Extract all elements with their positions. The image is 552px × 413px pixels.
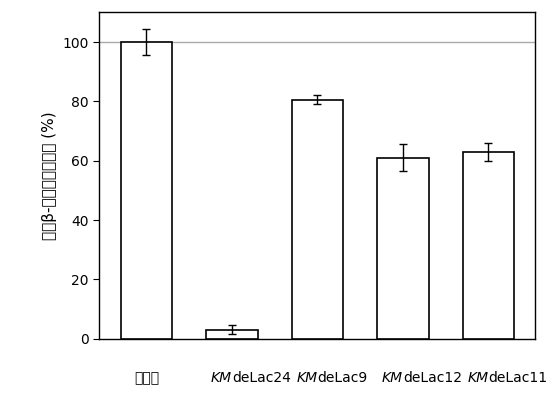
- Text: 野生菌: 野生菌: [134, 371, 159, 385]
- Text: deLac11: deLac11: [489, 371, 548, 385]
- Text: KM: KM: [211, 371, 232, 385]
- Bar: [206, 330, 258, 339]
- Bar: [121, 42, 172, 339]
- Text: KM: KM: [382, 371, 403, 385]
- Bar: [463, 152, 514, 339]
- Bar: [292, 100, 343, 339]
- Bar: [377, 158, 428, 339]
- Text: deLac24: deLac24: [232, 371, 291, 385]
- Text: KM: KM: [296, 371, 317, 385]
- Text: KM: KM: [468, 371, 489, 385]
- Y-axis label: 相对β-半乳糖苷酶活力 (%): 相对β-半乳糖苷酶活力 (%): [42, 111, 57, 240]
- Text: deLac9: deLac9: [317, 371, 368, 385]
- Text: deLac12: deLac12: [403, 371, 462, 385]
